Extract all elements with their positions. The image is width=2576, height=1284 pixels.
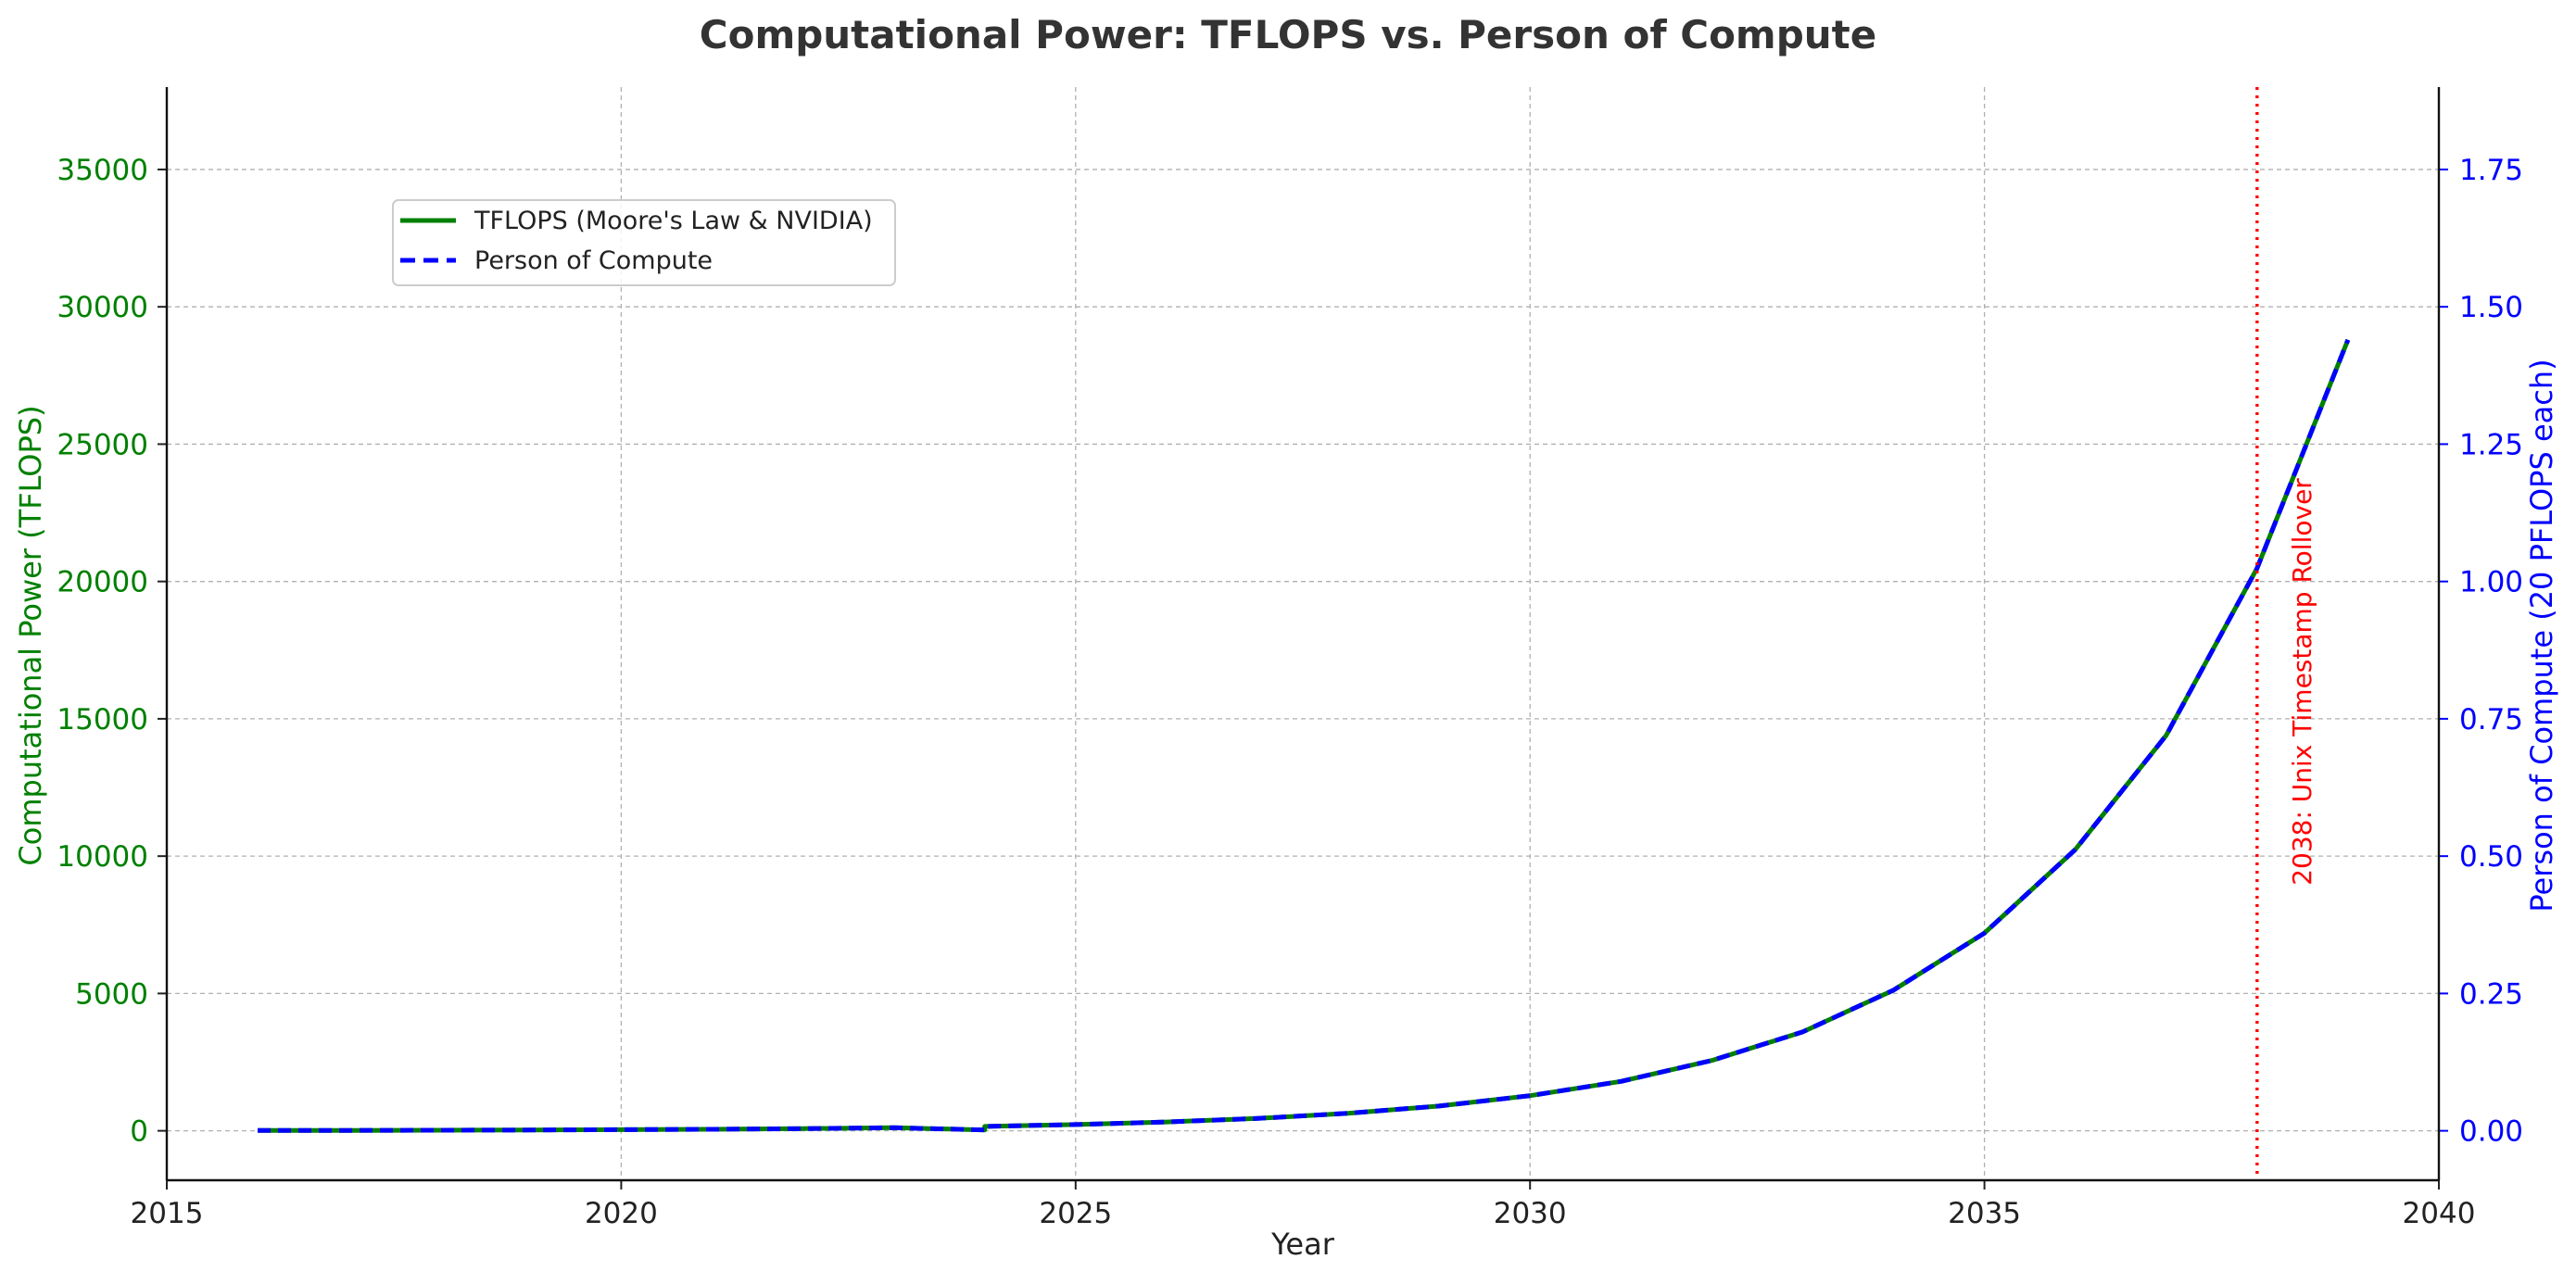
- y-left-tick-label: 35000: [57, 154, 148, 187]
- x-tick-label: 2025: [1039, 1197, 1112, 1230]
- y-left-tick-label: 30000: [57, 291, 148, 324]
- y-axis-left-label: Computational Power (TFLOPS): [13, 405, 48, 865]
- chart-title: Computational Power: TFLOPS vs. Person o…: [700, 12, 1876, 57]
- x-axis-label: Year: [1270, 1227, 1335, 1262]
- legend-label-tflops: TFLOPS (Moore's Law & NVIDIA): [474, 207, 873, 235]
- y-right-tick-label: 0.50: [2459, 840, 2523, 874]
- y-right-tick-label: 0.75: [2459, 703, 2523, 736]
- y-right-tick-label: 1.00: [2459, 566, 2523, 599]
- y-right-tick-label: 0.00: [2459, 1115, 2523, 1149]
- y-left-tick-label: 20000: [57, 566, 148, 599]
- y-right-tick-label: 1.50: [2459, 291, 2523, 324]
- y-left-tick-label: 15000: [57, 703, 148, 736]
- series-layer: [258, 338, 2351, 1133]
- x-tick-label: 2040: [2403, 1197, 2476, 1230]
- y-right-tick-label: 1.25: [2459, 428, 2523, 461]
- y-left-tick-label: 10000: [57, 840, 148, 874]
- grid: [166, 87, 2440, 1180]
- y-left-tick-label: 0: [130, 1115, 148, 1149]
- legend-label-person: Person of Compute: [474, 246, 713, 275]
- x-tick-label: 2015: [131, 1197, 204, 1230]
- axes: 2015 2020 2025 2030 2035 2040 0 5000 10000 15000 2…: [57, 87, 2523, 1230]
- text-layer: Computational Power: TFLOPS vs. Person o…: [13, 12, 2559, 1262]
- legend: TFLOPS (Moore's Law & NVIDIA) Person of …: [392, 199, 896, 286]
- series-line-person-of-compute: [258, 338, 2351, 1133]
- y-left-tick-label: 5000: [75, 977, 148, 1011]
- annotation-label: 2038: Unix Timestamp Rollover: [2287, 478, 2317, 886]
- y-right-tick-label: 0.25: [2459, 977, 2523, 1011]
- x-tick-label: 2030: [1494, 1197, 1567, 1230]
- y-axis-right-label: Person of Compute (20 PFLOPS each): [2524, 359, 2559, 912]
- x-tick-label: 2035: [1948, 1197, 2021, 1230]
- y-left-tick-label: 25000: [57, 428, 148, 461]
- y-right-tick-label: 1.75: [2459, 154, 2523, 187]
- legend-box: [392, 199, 896, 286]
- x-tick-label: 2020: [585, 1197, 658, 1230]
